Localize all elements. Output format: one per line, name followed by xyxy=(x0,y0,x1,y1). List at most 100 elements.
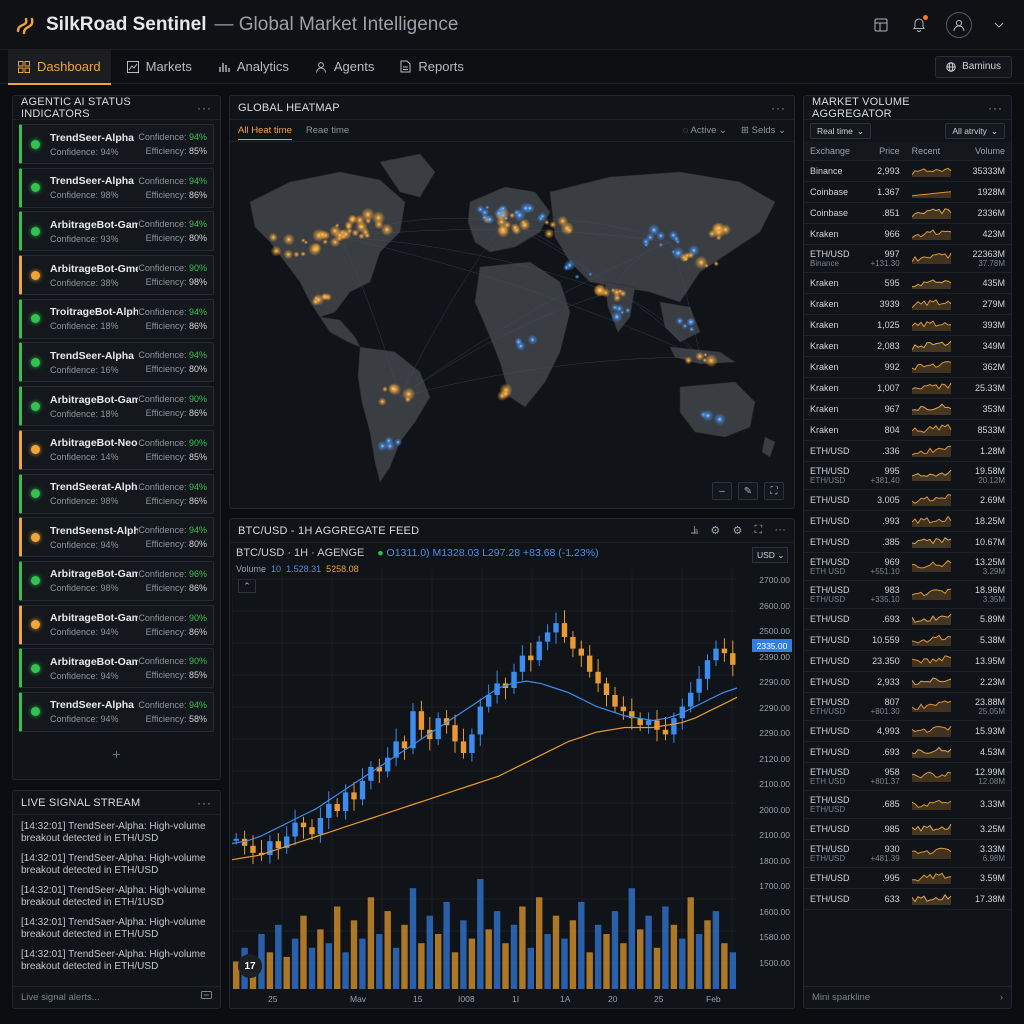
agent-card[interactable]: TrendSeer-Alpha Confidence: 94% Confidence… xyxy=(19,691,214,732)
table-row[interactable]: ETH/USD 633 17.38M xyxy=(804,888,1011,910)
table-row[interactable]: ETH/USD ETH USD 969 +551.10 13.25M 3.29M xyxy=(804,552,1011,581)
tab-reae-time[interactable]: Reae time xyxy=(305,125,350,136)
currency-select[interactable]: USD ⌄ xyxy=(752,547,788,563)
agent-card[interactable]: TrendSeer-Alpha Confidence: 16% Confidence… xyxy=(19,342,214,383)
agent-card[interactable]: TrendSeenst-Alpha Confidence: 94% Confiden… xyxy=(19,517,214,558)
market-volume-footer[interactable]: Mini sparkline › xyxy=(804,986,1011,1008)
table-row[interactable]: Kraken 595 435M xyxy=(804,272,1011,294)
table-row[interactable]: ETH/USD ETH USD 958 +801.37 12.99M 12.08M xyxy=(804,762,1011,791)
table-row[interactable]: Kraken 1,025 393M xyxy=(804,314,1011,336)
table-row[interactable]: ETH/USD .385 10.67M xyxy=(804,531,1011,553)
settings-icon[interactable]: ⚙ xyxy=(710,525,721,537)
table-row[interactable]: ETH/USD Binance 997 +131.30 22363M 37.78M xyxy=(804,244,1011,273)
agent-card[interactable]: ArbitrageBot-Gamma Confidence: 98% Confide… xyxy=(19,560,214,601)
add-agent-button[interactable]: + xyxy=(112,745,121,762)
agent-card[interactable]: ArbitrageBot-Oamn Confidence: 94% Confiden… xyxy=(19,648,214,689)
table-row[interactable]: ETH/USD .985 3.25M xyxy=(804,818,1011,840)
nav-agents[interactable]: Agents xyxy=(305,50,384,84)
table-row[interactable]: ETH/USD .993 18.25M xyxy=(804,510,1011,532)
user-avatar[interactable] xyxy=(946,11,972,38)
signal-input-bar[interactable]: Live signal alerts... xyxy=(13,986,220,1008)
exchange-sub: ETH/USD xyxy=(810,475,846,485)
more-icon[interactable]: ··· xyxy=(197,100,212,115)
agent-card[interactable]: ArbitrageBot-Neon Confidence: 14% Confiden… xyxy=(19,429,214,470)
collapse-icon[interactable]: – xyxy=(712,482,732,500)
agent-card[interactable]: TrendSeer-Alpha Confidence: 94% Confidence… xyxy=(19,124,214,164)
world-heatmap[interactable] xyxy=(230,142,794,508)
conf-label: Confidence: xyxy=(138,306,187,317)
table-row[interactable]: ETH/USD 3.005 2.69M xyxy=(804,489,1011,511)
bell-icon[interactable] xyxy=(908,14,930,36)
table-row[interactable]: Kraken 2,083 349M xyxy=(804,335,1011,357)
agent-card[interactable]: ArbitrageBot-Gme Confidence: 38% Confidenc… xyxy=(19,255,214,296)
col-recent[interactable]: Recent xyxy=(905,142,963,161)
table-row[interactable]: Coinbase .851 2336M xyxy=(804,202,1011,224)
col-price[interactable]: Price xyxy=(860,142,906,161)
chat-icon[interactable] xyxy=(201,991,212,1004)
signal-message: [14:32:01] TrendSeer-Alpha: High-volume … xyxy=(21,885,206,908)
agent-card[interactable]: TroitrageBot-Alpha Confidence: 18% Confide… xyxy=(19,298,214,339)
table-row[interactable]: ETH/USD ETH/USD 807 +801.30 23.88M 25.05M xyxy=(804,692,1011,721)
symbol-line: BTC/USD · 1H · AGENGE xyxy=(236,547,365,559)
realtime-select[interactable]: Real time ⌄ xyxy=(810,123,872,139)
chevron-down-icon[interactable] xyxy=(988,14,1010,36)
agent-card[interactable]: TrendSeer-Alpha Confidence: 98% Confidence… xyxy=(19,167,214,208)
agent-confidence: Confidence: 98% xyxy=(50,583,119,594)
activity-select[interactable]: All atrvity ⌄ xyxy=(945,123,1005,139)
indicator-icon[interactable]: ⫡ xyxy=(690,524,699,536)
fullscreen-icon[interactable]: ⛶ xyxy=(754,524,763,536)
nav-dashboard[interactable]: Dashboard xyxy=(8,49,111,85)
filter-fields[interactable]: ⊞ Selds ⌄ xyxy=(741,125,786,136)
col-volume[interactable]: Volume xyxy=(962,142,1011,161)
table-row[interactable]: ETH/USD ETH/USD 930 +481.39 3.33M 6.98M xyxy=(804,839,1011,868)
chevron-right-icon[interactable]: › xyxy=(999,992,1003,1003)
table-row[interactable]: Coinbase 1.367 1928M xyxy=(804,181,1011,203)
table-row[interactable]: Kraken 804 8533M xyxy=(804,419,1011,441)
table-row[interactable]: Kraken 992 362M xyxy=(804,356,1011,378)
table-row[interactable]: ETH/USD 23.350 13.95M xyxy=(804,650,1011,672)
exchange-name: Kraken xyxy=(810,277,839,288)
table-row[interactable]: ETH/USD ETH/USD 983 +335.10 18.96M 3.35M xyxy=(804,580,1011,609)
table-row[interactable]: ETH/USD 10.559 5.38M xyxy=(804,629,1011,651)
cell-volume: 1928M xyxy=(962,181,1011,203)
eff-value: 80% xyxy=(188,233,207,244)
gear-icon[interactable]: ⚙ xyxy=(732,525,743,537)
nav-reports[interactable]: Reports xyxy=(390,50,474,84)
tab-all-heat-time[interactable]: All Heat time xyxy=(238,125,292,140)
table-row[interactable]: ETH/USD .693 5.89M xyxy=(804,608,1011,630)
connection-line xyxy=(339,236,401,398)
edit-icon[interactable]: ✎ xyxy=(738,482,758,500)
table-row[interactable]: ETH/USD 2,933 2.23M xyxy=(804,671,1011,693)
more-icon[interactable]: ··· xyxy=(988,100,1003,115)
more-icon[interactable]: ··· xyxy=(774,524,786,536)
table-row[interactable]: Kraken 3939 279M xyxy=(804,293,1011,315)
agent-card[interactable]: ArbitrageBot-Gamma Confidence: 94% Confide… xyxy=(19,604,214,645)
candlestick-chart[interactable] xyxy=(232,569,752,989)
volume-bar xyxy=(704,920,711,989)
table-row[interactable]: Kraken 967 353M xyxy=(804,398,1011,420)
layout-icon[interactable] xyxy=(870,14,892,36)
filter-active[interactable]: ◌ Active ⌄ xyxy=(682,125,728,136)
agent-card[interactable]: ArbitrageBot-Gamma Confidence: 93% Confide… xyxy=(19,211,214,252)
heat-point xyxy=(333,229,346,242)
nav-analytics[interactable]: Analytics xyxy=(208,50,299,84)
table-row[interactable]: ETH/USD 4,993 15.93M xyxy=(804,720,1011,742)
agent-card[interactable]: TrendSeerat-Alpha Confidence: 98% Confiden… xyxy=(19,473,214,514)
table-row[interactable]: ETH/USD .693 4.53M xyxy=(804,741,1011,763)
app-header: SilkRoad Sentinel — Global Market Intell… xyxy=(0,0,1024,50)
table-row[interactable]: Binance 2,993 35333M xyxy=(804,160,1011,182)
nav-markets[interactable]: Markets xyxy=(117,50,202,84)
table-row[interactable]: ETH/USD .995 3.59M xyxy=(804,867,1011,889)
table-row[interactable]: Kraken 1,007 25.33M xyxy=(804,377,1011,399)
fullscreen-icon[interactable]: ⛶ xyxy=(764,482,784,500)
col-exchange[interactable]: Exchange xyxy=(804,142,861,161)
more-icon[interactable]: ··· xyxy=(197,795,212,810)
table-row[interactable]: Kraken 966 423M xyxy=(804,223,1011,245)
agent-name: TrendSeer-Alpha xyxy=(50,349,135,362)
workspace-button[interactable]: Baminus xyxy=(935,55,1012,78)
table-row[interactable]: ETH/USD ETH/USD .685 3.33M xyxy=(804,790,1011,819)
more-icon[interactable]: ··· xyxy=(771,100,786,115)
table-row[interactable]: ETH/USD .336 1.28M xyxy=(804,440,1011,462)
table-row[interactable]: ETH/USD ETH/USD 995 +381.40 19.58M 20.12M xyxy=(804,461,1011,490)
agent-card[interactable]: ArbitrageBot-Gamma Confidence: 18% Confide… xyxy=(19,386,214,427)
